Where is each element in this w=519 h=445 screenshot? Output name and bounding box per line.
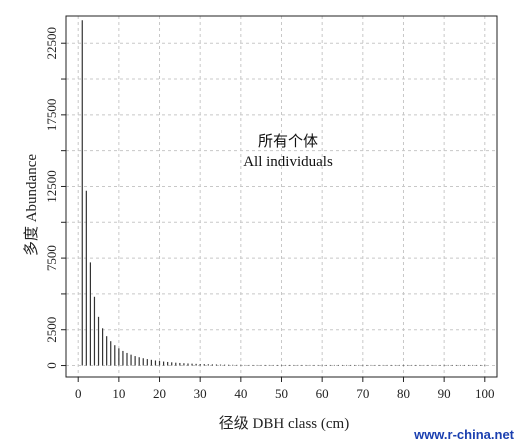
- x-tick-label: 70: [356, 386, 369, 401]
- x-tick-label: 60: [316, 386, 329, 401]
- y-tick-label: 17500: [44, 99, 59, 132]
- y-tick-label: 22500: [44, 27, 59, 60]
- x-tick-label: 40: [234, 386, 247, 401]
- grid-lines: [66, 16, 497, 377]
- axes: 0 10 20 30 40 50 60 70 80 90 100 0 2500 7500 12500 1750…: [44, 27, 495, 401]
- y-tick-label: 2500: [44, 317, 59, 343]
- x-tick-label: 30: [194, 386, 207, 401]
- annotation-line-1: 所有个体: [258, 133, 318, 150]
- annotation-line-2: All individuals: [243, 154, 333, 170]
- bars: [81, 20, 486, 366]
- y-tick-label: 0: [44, 362, 59, 369]
- x-tick-label: 0: [75, 386, 82, 401]
- x-tick-label: 10: [112, 386, 125, 401]
- y-tick-label: 7500: [44, 245, 59, 271]
- x-tick-label: 20: [153, 386, 166, 401]
- y-axis-title: 多度 Abundance: [23, 154, 40, 256]
- y-tick-label: 12500: [44, 170, 59, 203]
- x-axis-title: 径级 DBH class (cm): [219, 415, 349, 432]
- x-tick-label: 100: [475, 386, 495, 401]
- x-tick-label: 50: [275, 386, 288, 401]
- x-tick-label: 90: [438, 386, 451, 401]
- x-tick-label: 80: [397, 386, 410, 401]
- watermark: www.r-china.net: [413, 427, 515, 442]
